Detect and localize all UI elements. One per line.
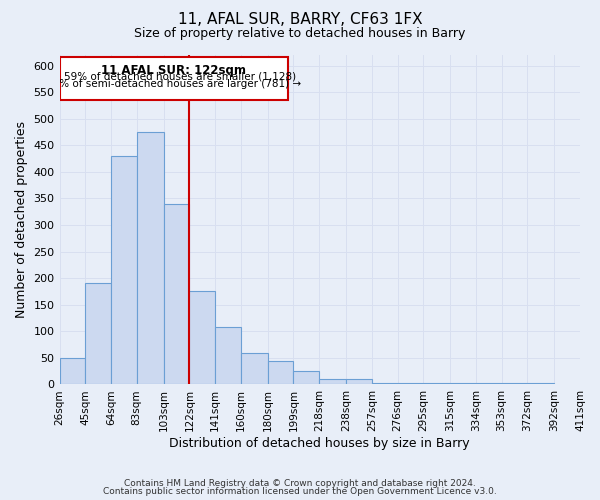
Bar xyxy=(241,352,268,384)
Text: ← 59% of detached houses are smaller (1,128): ← 59% of detached houses are smaller (1,… xyxy=(52,72,296,82)
Bar xyxy=(59,358,85,384)
Bar xyxy=(190,292,215,384)
Bar xyxy=(346,379,372,384)
Text: 11, AFAL SUR, BARRY, CF63 1FX: 11, AFAL SUR, BARRY, CF63 1FX xyxy=(178,12,422,28)
Bar xyxy=(111,156,137,384)
Bar xyxy=(372,383,398,384)
Bar xyxy=(476,383,502,384)
Bar xyxy=(319,379,346,384)
Bar xyxy=(268,360,293,384)
Bar xyxy=(527,383,554,384)
Bar xyxy=(164,204,190,384)
Bar xyxy=(215,327,241,384)
Bar xyxy=(137,132,164,384)
Bar xyxy=(502,383,527,384)
FancyBboxPatch shape xyxy=(59,56,288,100)
Text: Size of property relative to detached houses in Barry: Size of property relative to detached ho… xyxy=(134,28,466,40)
Text: Contains HM Land Registry data © Crown copyright and database right 2024.: Contains HM Land Registry data © Crown c… xyxy=(124,478,476,488)
Text: 41% of semi-detached houses are larger (781) →: 41% of semi-detached houses are larger (… xyxy=(46,79,301,89)
Bar xyxy=(398,383,423,384)
Bar xyxy=(293,371,319,384)
Bar xyxy=(85,284,111,384)
Bar xyxy=(450,383,476,384)
Bar xyxy=(423,383,450,384)
X-axis label: Distribution of detached houses by size in Barry: Distribution of detached houses by size … xyxy=(169,437,470,450)
Text: 11 AFAL SUR: 122sqm: 11 AFAL SUR: 122sqm xyxy=(101,64,246,77)
Y-axis label: Number of detached properties: Number of detached properties xyxy=(15,121,28,318)
Text: Contains public sector information licensed under the Open Government Licence v3: Contains public sector information licen… xyxy=(103,487,497,496)
